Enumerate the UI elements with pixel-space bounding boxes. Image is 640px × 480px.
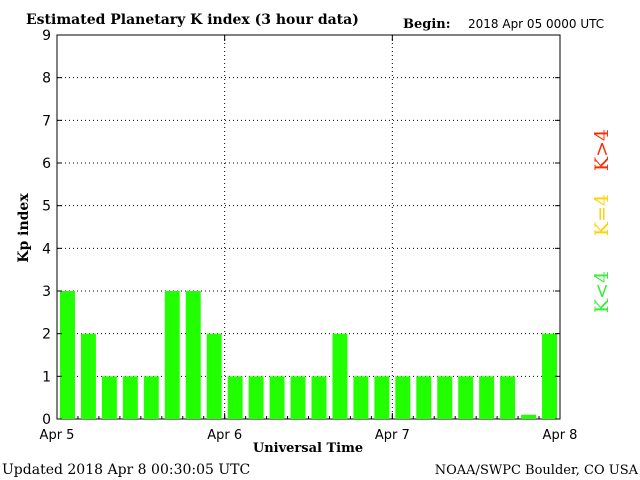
y-tick-label: 3 [42, 284, 51, 300]
bar-series [60, 291, 557, 419]
x-tick-label: Apr 7 [375, 428, 410, 443]
kp-bar [290, 376, 306, 419]
y-tick-label: 8 [42, 71, 51, 87]
x-axis-label: Universal Time [253, 441, 363, 456]
chart-title: Estimated Planetary K index (3 hour data… [26, 12, 359, 28]
begin-label: Begin: [403, 17, 451, 32]
kp-bar [437, 376, 453, 419]
kp-bar [353, 376, 369, 419]
kp-bar [332, 333, 348, 419]
plot-frame [56, 34, 561, 420]
source-credit: NOAA/SWPC Boulder, CO USA [435, 463, 639, 478]
axis-ticks [56, 34, 561, 420]
x-tick-label: Apr 5 [40, 428, 75, 443]
kp-bar [101, 376, 117, 419]
kp-bar [395, 376, 411, 419]
kp-bar [248, 376, 264, 419]
legend-k-greater-4: K>4 [591, 129, 613, 171]
legend-k-less-4: K<4 [591, 271, 613, 313]
kp-bar [269, 376, 285, 419]
kp-bar [500, 376, 516, 419]
kp-bar [206, 333, 222, 419]
begin-value: 2018 Apr 05 0000 UTC [468, 17, 604, 31]
y-tick-label: 7 [42, 113, 51, 129]
kp-bar [164, 291, 180, 419]
kp-bar [416, 376, 432, 419]
y-tick-label: 1 [42, 369, 51, 385]
kp-bar [227, 376, 243, 419]
x-tick-label: Apr 6 [207, 428, 242, 443]
x-tick-label: Apr 8 [543, 428, 578, 443]
y-axis-label: Kp index [16, 193, 32, 263]
kp-bar [458, 376, 474, 419]
kp-bar [60, 291, 75, 419]
kp-bar [542, 333, 557, 419]
kp-bar [374, 376, 390, 419]
legend-k-equal-4: K=4 [591, 194, 613, 236]
updated-timestamp: Updated 2018 Apr 8 00:30:05 UTC [2, 462, 250, 478]
kp-bar [521, 414, 537, 419]
kp-bar [311, 376, 327, 419]
y-tick-label: 0 [42, 412, 51, 428]
kp-bar [143, 376, 159, 419]
y-tick-label: 4 [42, 241, 51, 257]
kp-bar [80, 333, 96, 419]
y-tick-label: 6 [42, 156, 51, 172]
kp-bar [185, 291, 201, 419]
kp-bar [479, 376, 495, 419]
y-tick-labels: 0 1 2 3 4 5 6 7 8 9 [42, 28, 51, 428]
y-tick-label: 2 [42, 327, 51, 343]
grid-lines [57, 35, 560, 419]
x-tick-labels: Apr 5 Apr 6 Apr 7 Apr 8 [40, 428, 578, 443]
kp-bar [122, 376, 138, 419]
y-tick-label: 9 [42, 28, 51, 44]
y-tick-label: 5 [42, 199, 51, 215]
